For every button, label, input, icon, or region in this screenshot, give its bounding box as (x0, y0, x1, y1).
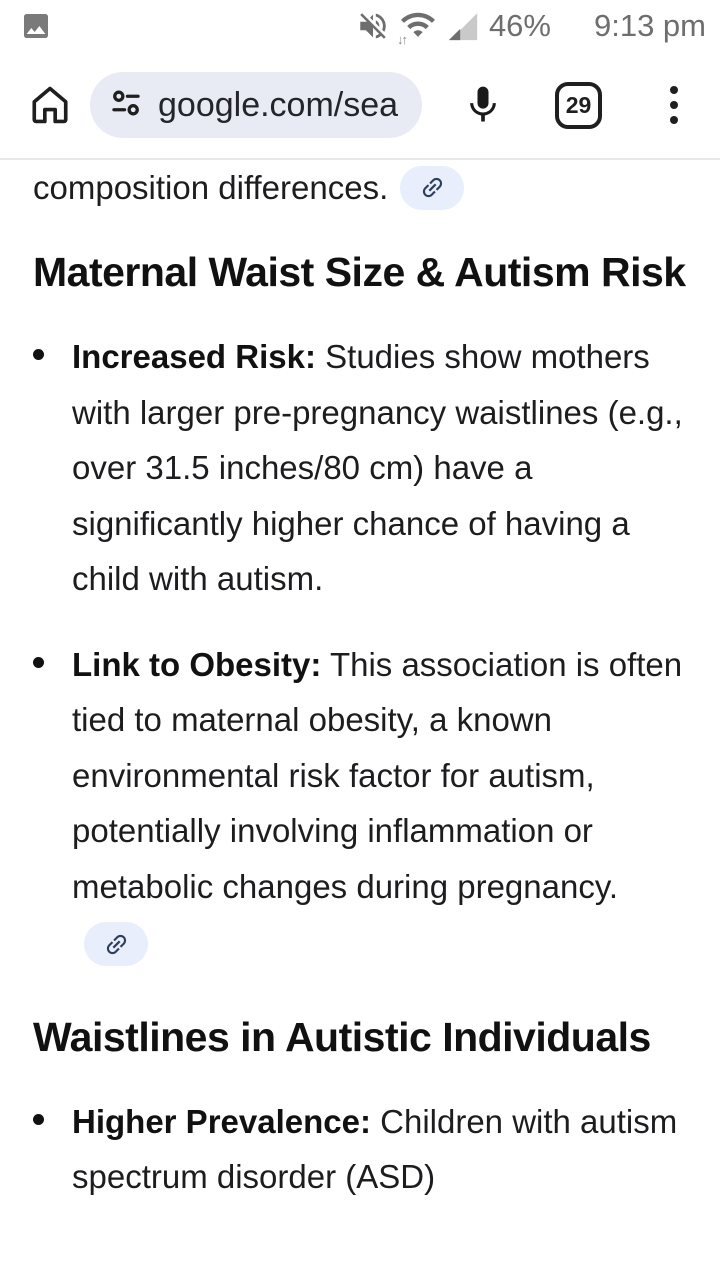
bullet-list-waistlines: Higher Prevalence: Children with autism … (33, 1094, 687, 1205)
bullet-text: Link to Obesity: This association is oft… (72, 637, 685, 970)
cell-signal-icon (446, 9, 480, 43)
bullet-lead: Link to Obesity: (72, 645, 322, 683)
bullet-list-maternal: Increased Risk: Studies show mothers wit… (33, 329, 687, 970)
section-heading-waistlines-autistic: Waistlines in Autistic Individuals (33, 1013, 651, 1060)
tab-count-label: 29 (565, 91, 592, 118)
status-bar: ↓↑ 46% 9:13 pm (0, 0, 720, 52)
bullet-link-to-obesity: Link to Obesity: This association is oft… (33, 637, 687, 970)
volume-muted-icon (356, 9, 390, 43)
intro-fragment: composition differences. (33, 160, 687, 215)
bullet-lead: Higher Prevalence: (72, 1102, 371, 1140)
tune-icon (108, 85, 144, 126)
wifi-icon: ↓↑ (397, 9, 437, 47)
url-bar[interactable]: google.com/sea (90, 72, 422, 138)
intro-fragment-text: composition differences. (33, 169, 389, 206)
battery-percent-label: 46% (488, 8, 551, 43)
source-link-chip[interactable] (84, 922, 148, 967)
bullet-text: Increased Risk: Studies show mothers wit… (72, 329, 685, 607)
bullet-higher-prevalence: Higher Prevalence: Children with autism … (33, 1094, 687, 1205)
clock-label: 9:13 pm (593, 8, 706, 43)
section-heading-maternal-waist: Maternal Waist Size & Autism Risk (33, 249, 686, 295)
notification-photo-icon (20, 10, 52, 42)
home-button[interactable] (24, 82, 76, 128)
bullet-icon (33, 637, 72, 970)
microphone-button[interactable] (455, 83, 511, 127)
url-text: google.com/sea (158, 85, 399, 124)
bullet-body: Children with autism spectrum disorder (… (72, 1102, 678, 1196)
search-result-content: composition differences. Maternal Waist … (0, 160, 720, 1205)
tab-switcher-button[interactable]: 29 (555, 81, 602, 129)
browser-toolbar: google.com/sea 29 (0, 52, 720, 160)
link-icon (106, 934, 126, 954)
bullet-icon (33, 1094, 72, 1205)
source-link-chip[interactable] (400, 165, 465, 210)
bullet-increased-risk: Increased Risk: Studies show mothers wit… (33, 329, 687, 607)
battery-icon (562, 9, 583, 43)
bullet-body: This association is often tied to matern… (72, 645, 683, 905)
bullet-text: Higher Prevalence: Children with autism … (72, 1094, 685, 1205)
overflow-menu-button[interactable] (654, 86, 694, 124)
link-icon (422, 177, 442, 198)
bullet-body: Studies show mothers with larger pre-pre… (72, 338, 683, 597)
bullet-icon (33, 329, 72, 607)
bullet-lead: Increased Risk: (72, 338, 316, 375)
wifi-traffic-arrows-icon: ↓↑ (396, 32, 408, 47)
